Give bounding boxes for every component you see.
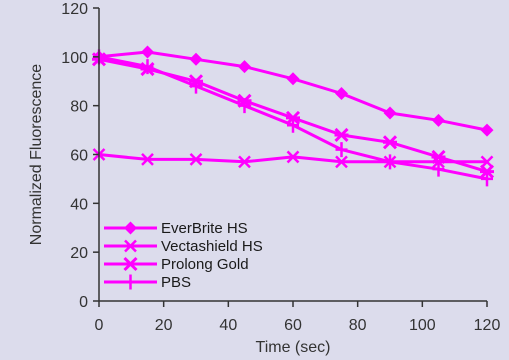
data-point bbox=[141, 45, 154, 59]
y-tick-label: 100 bbox=[61, 50, 88, 67]
legend-label: Prolong Gold bbox=[161, 256, 249, 273]
legend-label: EverBrite HS bbox=[161, 220, 248, 237]
data-point bbox=[432, 113, 445, 127]
y-tick-label: 40 bbox=[70, 196, 88, 213]
data-point bbox=[141, 152, 154, 166]
data-point bbox=[334, 127, 349, 143]
data-point bbox=[189, 152, 203, 166]
data-point bbox=[190, 78, 202, 94]
y-tick-label: 0 bbox=[79, 294, 88, 311]
data-point bbox=[286, 72, 300, 86]
data-point bbox=[480, 123, 494, 137]
legend-item: PBS bbox=[104, 274, 191, 291]
series-markers bbox=[91, 45, 495, 187]
legend-item: Vectashield HS bbox=[104, 238, 263, 255]
data-point bbox=[481, 171, 493, 187]
data-point bbox=[431, 149, 446, 165]
x-axis-label: Time (sec) bbox=[256, 339, 331, 356]
data-point bbox=[286, 150, 300, 164]
data-point bbox=[432, 161, 445, 177]
legend-item: EverBrite HS bbox=[104, 220, 248, 237]
data-point bbox=[238, 155, 251, 169]
data-point bbox=[238, 98, 251, 114]
data-point bbox=[384, 154, 396, 170]
axis-ticks: 0 20 40 60 80 100 120 0 20 40 60 80 100 120 bbox=[61, 1, 500, 334]
x-tick-label: 0 bbox=[95, 317, 104, 334]
data-point bbox=[238, 60, 251, 74]
legend-marker bbox=[124, 239, 137, 253]
x-tick-label: 40 bbox=[219, 317, 237, 334]
data-point bbox=[141, 59, 154, 75]
data-point bbox=[480, 155, 494, 169]
y-axis-label: Normalized Fluorescence bbox=[28, 64, 45, 246]
data-point bbox=[382, 135, 398, 150]
series-lines bbox=[98, 50, 488, 181]
legend-marker bbox=[123, 256, 138, 272]
x-tick-label: 100 bbox=[409, 317, 436, 334]
x-tick-label: 120 bbox=[474, 317, 501, 334]
legend-label: PBS bbox=[161, 274, 191, 291]
y-tick-label: 80 bbox=[70, 99, 88, 116]
data-point bbox=[335, 86, 348, 100]
data-point bbox=[287, 117, 299, 133]
legend-item: Prolong Gold bbox=[104, 256, 249, 273]
x-tick-label: 20 bbox=[155, 317, 173, 334]
legend-label: Vectashield HS bbox=[161, 238, 263, 255]
legend-marker bbox=[124, 221, 137, 235]
y-tick-label: 120 bbox=[61, 1, 88, 18]
y-tick-label: 60 bbox=[70, 148, 88, 165]
data-point bbox=[335, 142, 348, 158]
x-tick-label: 80 bbox=[349, 317, 367, 334]
x-tick-label: 60 bbox=[284, 317, 302, 334]
data-point bbox=[335, 155, 348, 169]
data-point bbox=[189, 52, 203, 66]
y-tick-label: 20 bbox=[70, 245, 88, 262]
legend-marker bbox=[124, 274, 137, 290]
data-point bbox=[383, 106, 397, 120]
